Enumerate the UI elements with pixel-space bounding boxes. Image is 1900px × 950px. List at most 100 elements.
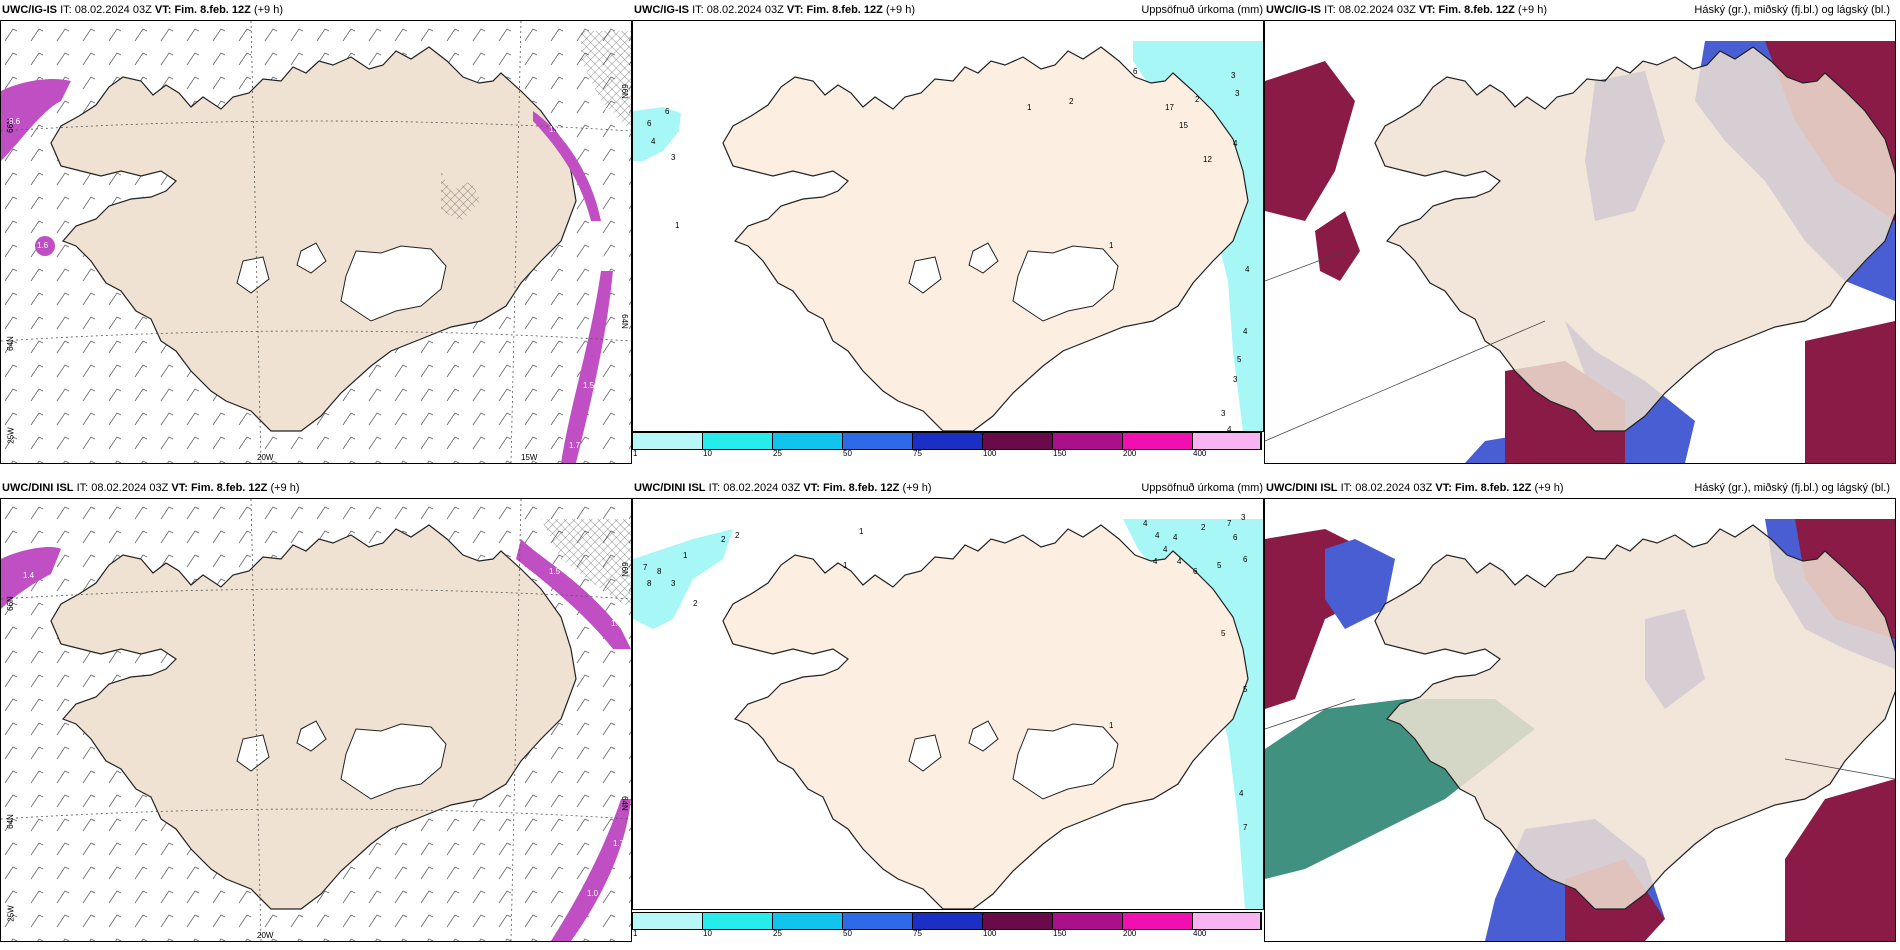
panel-title: UWC/IG-IS IT: 08.02.2024 03Z VT: Fim. 8.… — [2, 4, 283, 16]
projection-line — [1265, 320, 1546, 442]
lon-label-20w: 20W — [257, 453, 274, 462]
precip-map[interactable]: 6 6 4 3 1 1 2 6 17 15 12 2 3 3 4 4 4 5 3… — [632, 20, 1264, 432]
precip-value: 1 — [1027, 103, 1032, 112]
product-title: Háský (gr.), miðský (fj.bl.) og lágský (… — [1694, 4, 1890, 16]
legend-swatch — [633, 433, 703, 449]
legend-swatch — [843, 913, 913, 929]
precip-value: 17 — [1165, 103, 1174, 112]
wind-band — [533, 111, 601, 221]
wind-map[interactable]: 66N 64N 25W 20W 66N 64N 1.4 1.6 1.5 1.2 … — [0, 498, 632, 942]
legend-label: 10 — [703, 449, 712, 458]
panel-top-right: UWC/IG-IS IT: 08.02.2024 03Z VT: Fim. 8.… — [1264, 0, 1900, 470]
cloud-map[interactable] — [1264, 498, 1896, 942]
legend-label: 400 — [1193, 449, 1207, 458]
lon-label-15w: 15W — [521, 453, 538, 462]
precip-legend: 1 10 25 50 75 100 150 200 400 — [632, 912, 1262, 938]
cloud-map-svg — [1265, 41, 1895, 463]
wind-value: 2.1 — [605, 107, 617, 116]
precip-value: 4 — [1245, 265, 1250, 274]
low-cloud — [1805, 321, 1895, 463]
product-title: Uppsöfnuð úrkoma (mm) — [1141, 4, 1263, 16]
lead-time: (+9 h) — [1517, 4, 1547, 16]
legend-swatch — [843, 433, 913, 449]
precip-value: 2 — [721, 535, 726, 544]
vt-value: Fim. 8.feb. 12Z — [1438, 4, 1515, 16]
wind-band — [1, 547, 61, 609]
iceland-landmass — [50, 524, 577, 910]
panel-title: UWC/IG-IS IT: 08.02.2024 03Z VT: Fim. 8.… — [634, 4, 915, 16]
precip-value: 4 — [1243, 327, 1248, 336]
wind-map-svg — [1, 499, 631, 941]
precip-value: 7 — [1243, 823, 1248, 832]
precip-value: 4 — [1233, 139, 1238, 148]
hofsjokull-ice — [908, 734, 942, 772]
legend-label: 1 — [633, 929, 638, 938]
projection-line — [1265, 250, 1346, 282]
wind-band — [551, 799, 631, 941]
panel-title: UWC/IG-IS IT: 08.02.2024 03Z VT: Fim. 8.… — [1266, 4, 1547, 16]
precip-value: 1 — [1109, 721, 1114, 730]
precip-map-svg — [633, 519, 1263, 909]
panel-title: UWC/DINI ISL IT: 08.02.2024 03Z VT: Fim.… — [2, 482, 299, 494]
hatch-region — [441, 171, 481, 221]
low-cloud — [1785, 779, 1895, 941]
panel-top-mid: UWC/IG-IS IT: 08.02.2024 03Z VT: Fim. 8.… — [632, 0, 1267, 470]
wind-value: 1.6 — [37, 241, 49, 250]
precip-value: 6 — [1243, 555, 1248, 564]
precip-value: 5 — [1221, 629, 1226, 638]
lat-label-66n-right: 66N — [619, 84, 629, 99]
precip-value: 4 — [1177, 557, 1182, 566]
panel-bottom-right: UWC/DINI ISL IT: 08.02.2024 03Z VT: Fim.… — [1264, 478, 1900, 950]
lat-label-66n-right: 66N — [619, 562, 629, 577]
lat-label-64n-right: 64N — [619, 796, 629, 811]
panel-bottom-left: UWC/DINI ISL IT: 08.02.2024 03Z VT: Fim.… — [0, 478, 635, 950]
precip-value: 1 — [843, 561, 848, 570]
legend-label: 100 — [983, 449, 997, 458]
wind-value: 1.6 — [547, 547, 559, 556]
precip-value: 6 — [1193, 567, 1198, 576]
legend-label: 25 — [773, 929, 782, 938]
lat-label-64n: 64N — [5, 814, 15, 829]
precip-value: 2 — [693, 599, 698, 608]
cloud-map-svg — [1265, 519, 1895, 941]
panel-title: UWC/DINI ISL IT: 08.02.2024 03Z VT: Fim.… — [634, 482, 931, 494]
precip-value: 2 — [1201, 523, 1206, 532]
it-label: IT: — [76, 482, 89, 494]
cloud-map[interactable] — [1264, 20, 1896, 464]
legend-label: 200 — [1123, 449, 1137, 458]
lead-time: (+9 h) — [1534, 482, 1564, 494]
legend-label: 25 — [773, 449, 782, 458]
wind-map[interactable]: 66N 64N 25W 20W 15W 66N 64N 8.6 1.6 1.6 … — [0, 20, 632, 464]
vt-label: VT: — [171, 482, 188, 494]
product-title: Háský (gr.), miðský (fj.bl.) og lágský (… — [1694, 482, 1890, 494]
precip-value: 15 — [1179, 121, 1188, 130]
precip-value: 6 — [1233, 533, 1238, 542]
precip-value: 4 — [651, 137, 656, 146]
langjokull-ice — [968, 720, 999, 752]
precip-value: 6 — [665, 107, 670, 116]
vatnajokull-ice — [1012, 245, 1119, 322]
lead-time: (+9 h) — [253, 4, 283, 16]
iceland-landmass — [722, 524, 1249, 909]
precip-value: 1 — [859, 527, 864, 536]
low-cloud — [1265, 61, 1355, 221]
legend-label: 150 — [1053, 929, 1067, 938]
precip-value: 1 — [1109, 241, 1114, 250]
hofsjokull-ice — [908, 256, 942, 294]
precip-value: 4 — [1173, 533, 1178, 542]
it-value: 08.02.2024 03Z — [706, 4, 784, 16]
vt-value: Fim. 8.feb. 12Z — [822, 482, 900, 494]
legend-swatch — [1193, 913, 1261, 929]
lead-time: (+9 h) — [885, 4, 915, 16]
precip-value: 8 — [647, 579, 652, 588]
precip-map[interactable]: 2 2 1 1 7 8 3 8 2 1 4 4 4 4 4 4 6 2 7 3 … — [632, 498, 1264, 910]
it-label: IT: — [708, 482, 721, 494]
wind-value: 1.5 — [549, 567, 561, 576]
precip-area — [633, 529, 733, 629]
precip-value: 5 — [1217, 561, 1222, 570]
model-name: UWC/IG-IS — [634, 4, 689, 16]
legend-swatch — [1193, 433, 1261, 449]
vatnajokull-ice — [340, 245, 447, 322]
legend-swatch — [1123, 913, 1193, 929]
legend-bar — [632, 432, 1262, 450]
